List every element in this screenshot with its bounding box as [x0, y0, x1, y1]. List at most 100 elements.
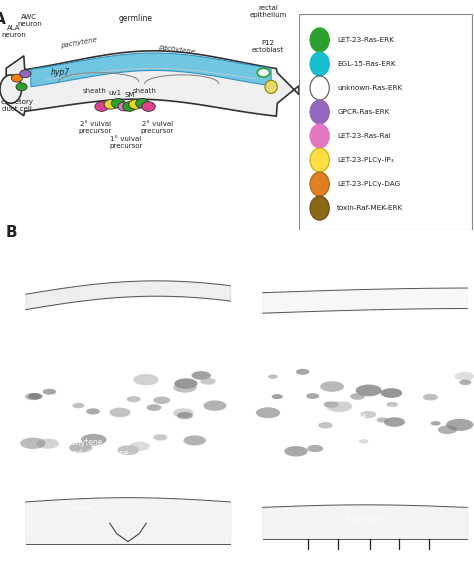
- Text: germline: germline: [118, 14, 153, 22]
- Circle shape: [191, 371, 211, 380]
- Circle shape: [310, 124, 329, 148]
- Circle shape: [16, 83, 27, 91]
- Circle shape: [203, 400, 227, 411]
- Circle shape: [28, 393, 43, 400]
- Circle shape: [310, 28, 329, 52]
- Circle shape: [318, 422, 333, 428]
- Circle shape: [111, 98, 125, 108]
- Circle shape: [386, 402, 398, 407]
- Circle shape: [431, 421, 441, 426]
- Circle shape: [43, 389, 56, 394]
- Text: GPCR-Ras-ERK: GPCR-Ras-ERK: [337, 109, 390, 115]
- Circle shape: [310, 196, 329, 220]
- Text: rectal
epithelium: rectal epithelium: [249, 5, 287, 18]
- Text: LET-23-Ras-Ral: LET-23-Ras-Ral: [337, 133, 391, 139]
- Circle shape: [86, 408, 100, 415]
- Text: unknown-Ras-ERK: unknown-Ras-ERK: [337, 85, 402, 91]
- Circle shape: [142, 102, 155, 112]
- Circle shape: [173, 408, 193, 417]
- Text: hyp7: hyp7: [51, 68, 70, 77]
- Circle shape: [117, 445, 139, 455]
- Circle shape: [123, 102, 136, 112]
- Text: 1° vulval
precursor: 1° vulval precursor: [109, 136, 142, 149]
- Circle shape: [384, 417, 405, 427]
- Circle shape: [118, 102, 130, 111]
- Circle shape: [306, 393, 319, 399]
- Circle shape: [256, 407, 280, 418]
- Circle shape: [146, 404, 162, 411]
- Circle shape: [36, 439, 59, 449]
- Text: AWC
neuron: AWC neuron: [17, 14, 42, 27]
- Text: EGL-15-Ras-ERK: EGL-15-Ras-ERK: [337, 61, 396, 67]
- Circle shape: [133, 374, 159, 385]
- Text: L4 vulva: L4 vulva: [202, 560, 235, 569]
- Text: rod-like lethal: rod-like lethal: [419, 338, 472, 347]
- Circle shape: [129, 99, 142, 109]
- Text: Vulvaless: Vulvaless: [436, 560, 472, 569]
- Circle shape: [153, 434, 167, 440]
- Text: DAPI-stained adult germline: DAPI-stained adult germline: [21, 449, 129, 458]
- Text: LET-23-PLCγ-IP₃: LET-23-PLCγ-IP₃: [337, 157, 394, 163]
- Text: vulva: vulva: [72, 503, 93, 512]
- Circle shape: [359, 439, 368, 444]
- Text: pachytene: pachytene: [158, 44, 196, 55]
- Circle shape: [455, 372, 474, 381]
- Text: diakinesis: diakinesis: [64, 392, 101, 401]
- Ellipse shape: [265, 81, 277, 93]
- Circle shape: [136, 98, 149, 108]
- Text: Pn.px cells: Pn.px cells: [345, 513, 385, 523]
- Text: pachytene: pachytene: [327, 412, 367, 421]
- Circle shape: [296, 369, 310, 375]
- Circle shape: [69, 443, 92, 453]
- Text: excretory
duct cell: excretory duct cell: [0, 99, 34, 112]
- Text: 2° vulval
precursor: 2° vulval precursor: [140, 121, 174, 134]
- Circle shape: [310, 172, 329, 196]
- Circle shape: [20, 438, 46, 449]
- Circle shape: [377, 417, 388, 423]
- Text: B: B: [6, 225, 18, 240]
- Text: pachytene: pachytene: [327, 444, 367, 454]
- Circle shape: [310, 76, 329, 100]
- Circle shape: [257, 68, 270, 77]
- Circle shape: [268, 374, 278, 379]
- Text: pachytene: pachytene: [60, 37, 97, 49]
- Text: sheath: sheath: [82, 88, 107, 94]
- Circle shape: [459, 380, 471, 385]
- Circle shape: [95, 102, 109, 112]
- FancyBboxPatch shape: [299, 14, 472, 230]
- Polygon shape: [31, 53, 271, 87]
- Circle shape: [326, 401, 352, 412]
- Circle shape: [73, 403, 84, 408]
- Circle shape: [104, 99, 118, 109]
- Circle shape: [310, 100, 329, 124]
- Circle shape: [109, 408, 131, 417]
- Text: pachytene arrest: pachytene arrest: [406, 449, 472, 458]
- Circle shape: [310, 148, 329, 172]
- Circle shape: [127, 396, 141, 402]
- Ellipse shape: [0, 75, 22, 104]
- Circle shape: [307, 445, 323, 452]
- Text: L1 larva: L1 larva: [204, 338, 235, 347]
- Circle shape: [356, 385, 382, 396]
- Text: LET-23-PLCγ-DAG: LET-23-PLCγ-DAG: [337, 181, 401, 187]
- Circle shape: [153, 397, 170, 404]
- Circle shape: [360, 411, 376, 418]
- Polygon shape: [6, 51, 299, 116]
- Circle shape: [201, 378, 216, 385]
- Text: A: A: [0, 12, 6, 26]
- Circle shape: [381, 388, 402, 398]
- Text: ALA
neuron: ALA neuron: [1, 25, 26, 38]
- Circle shape: [174, 378, 198, 389]
- Text: 2° vulval
precursor: 2° vulval precursor: [79, 121, 112, 134]
- Circle shape: [324, 401, 338, 408]
- Text: P12
ectoblast: P12 ectoblast: [252, 40, 284, 53]
- Circle shape: [350, 393, 365, 400]
- Circle shape: [310, 52, 329, 76]
- Circle shape: [284, 446, 308, 457]
- Text: pachytene: pachytene: [62, 439, 103, 447]
- Text: LET-23-Ras-ERK: LET-23-Ras-ERK: [337, 37, 394, 43]
- Circle shape: [183, 435, 206, 446]
- Circle shape: [173, 382, 197, 393]
- Text: uv1: uv1: [108, 90, 121, 97]
- Circle shape: [129, 442, 150, 451]
